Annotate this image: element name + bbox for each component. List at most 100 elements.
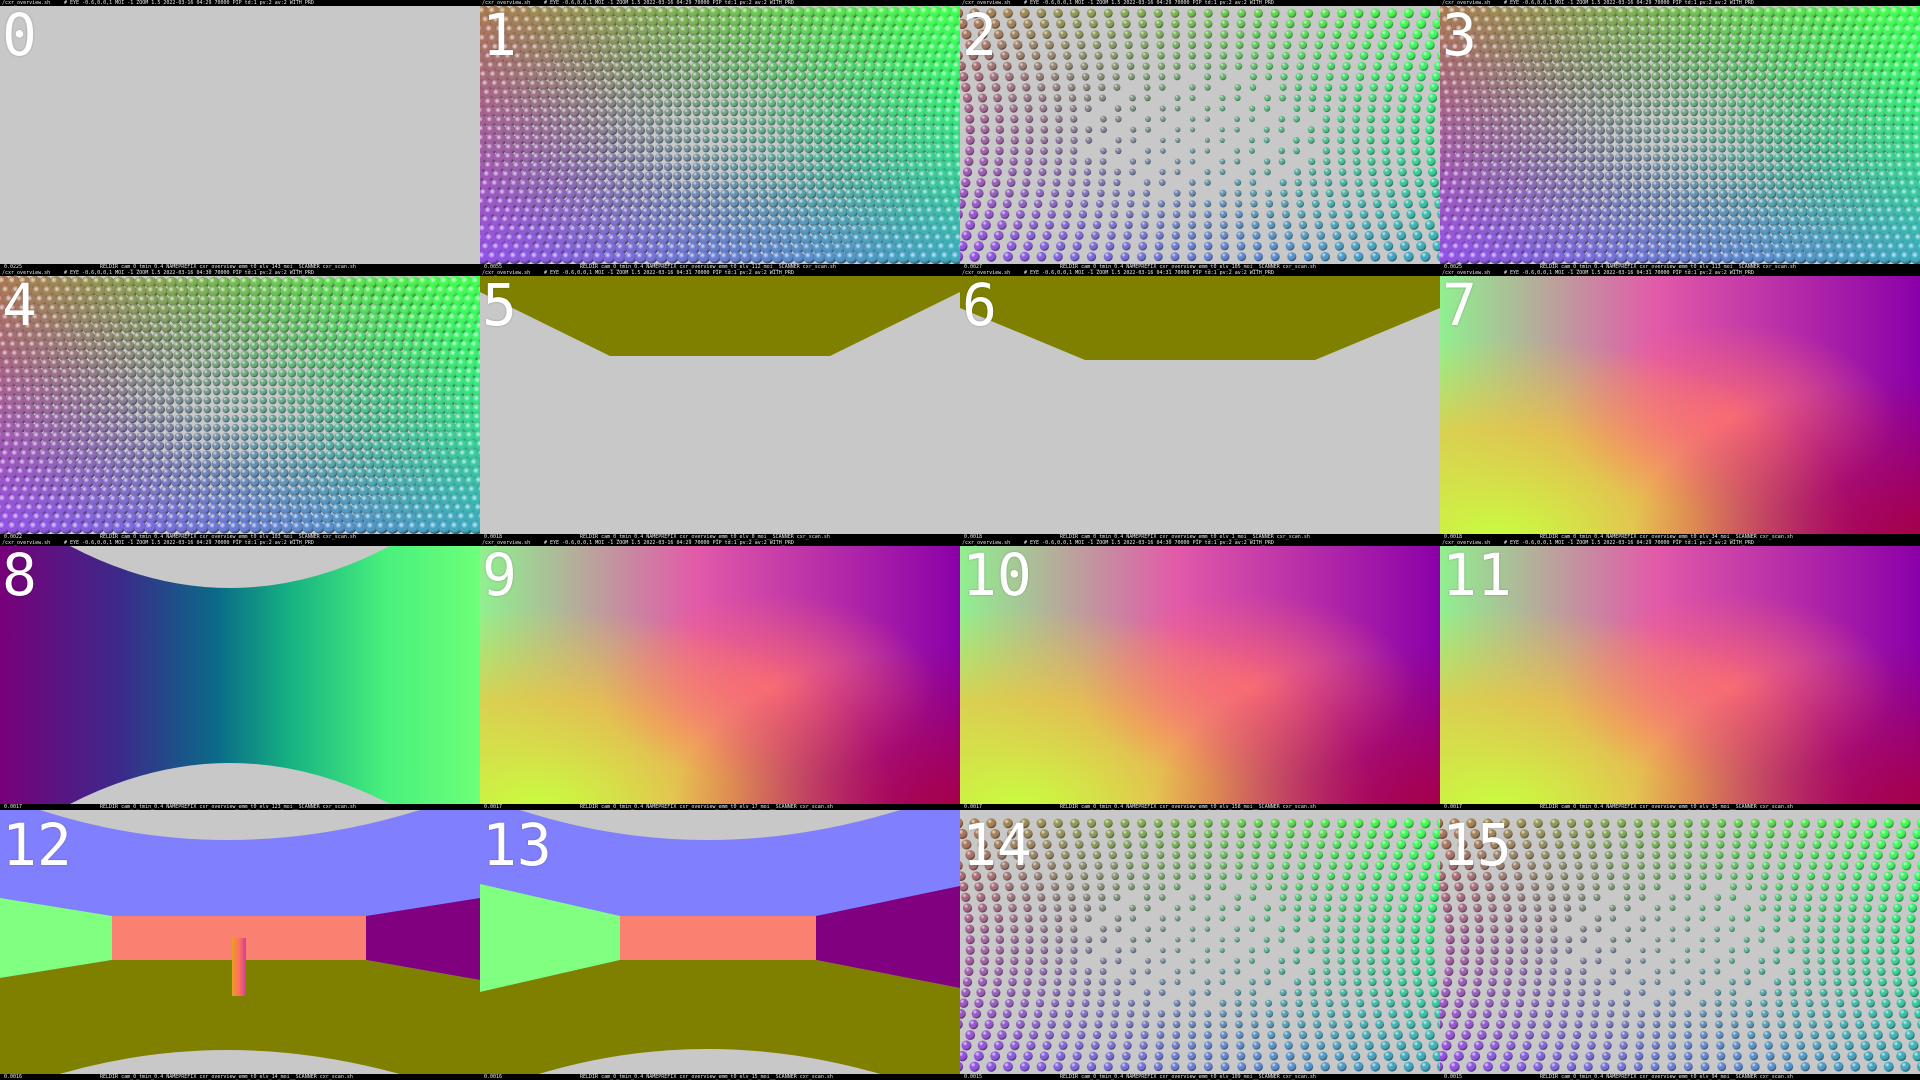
left-wall [480,884,620,992]
panel-render [1440,0,1920,270]
timing-value: 0.0016 [484,1074,503,1080]
reldir-info: RELDIR cam_0_tmin_0.4 NAMEPREFIX cxr_ove… [580,804,833,810]
floor [480,960,960,1080]
panel-render [0,0,480,270]
reldir-info: RELDIR cam_0_tmin_0.4 NAMEPREFIX cxr_ove… [1060,804,1316,810]
panel-status-bar: 0.0027 RELDIR cam_0_tmin_0.4 NAMEPREFIX c… [960,264,1440,270]
render-params: # EYE -0.6,0,0,1 MOI -1 ZOOM 1.5 2022-03… [1504,270,1754,276]
timing-value: 0.0018 [484,534,503,540]
render-panel-4[interactable]: /cxr_overview.sh # EYE -0.6,0,0,1 MOI -1 … [0,270,480,540]
timing-value: 0.0055 [484,264,503,270]
timing-value: 0.0017 [4,804,23,810]
reldir-info: RELDIR cam_0_tmin_0.4 NAMEPREFIX cxr_ove… [1060,264,1316,270]
panel-number: 8 [2,541,37,609]
timing-value: 0.0017 [1444,804,1463,810]
sphere-field [480,5,960,265]
render-panel-3[interactable]: /cxr_overview.sh # EYE -0.6,0,0,1 MOI -1 … [1440,0,1920,270]
timing-value: 0.0015 [1444,1074,1463,1080]
render-panel-8[interactable]: /cxr_overview.sh # EYE -0.6,0,0,1 MOI -1 … [0,540,480,810]
panel-header-bar: /cxr_overview.sh # EYE -0.6,0,0,1 MOI -1 … [0,0,480,6]
panel-number: 5 [482,271,517,339]
script-name: /cxr_overview.sh [2,270,51,276]
render-params: # EYE -0.6,0,0,1 MOI -1 ZOOM 1.5 2022-03… [1024,0,1274,6]
reldir-info: RELDIR cam_0_tmin_0.4 NAMEPREFIX cxr_ove… [1540,1074,1793,1080]
script-name: /cxr_overview.sh [1442,270,1491,276]
render-panel-5[interactable]: /cxr_overview.sh # EYE -0.6,0,0,1 MOI -1 … [480,270,960,540]
render-panel-15[interactable]: 0.0015 RELDIR cam_0_tmin_0.4 NAMEPREFIX c… [1440,810,1920,1080]
panel-header-bar: /cxr_overview.sh # EYE -0.6,0,0,1 MOI -1 … [480,270,960,276]
render-panel-7[interactable]: /cxr_overview.sh # EYE -0.6,0,0,1 MOI -1 … [1440,270,1920,540]
render-panel-1[interactable]: /cxr_overview.sh # EYE -0.6,0,0,1 MOI -1 … [480,0,960,270]
timing-value: 0.0025 [1444,264,1463,270]
script-name: /cxr_overview.sh [482,0,531,6]
panel-render [480,270,960,540]
panel-number: 11 [1442,541,1512,609]
panel-status-bar: 0.0022 RELDIR cam_0_tmin_0.4 NAMEPREFIX c… [0,534,480,540]
panel-header-bar: /cxr_overview.sh # EYE -0.6,0,0,1 MOI -1 … [960,0,1440,6]
render-panel-11[interactable]: /cxr_overview.sh # EYE -0.6,0,0,1 MOI -1 … [1440,540,1920,810]
script-name: /cxr_overview.sh [962,0,1011,6]
pillar [232,938,246,996]
panel-number: 4 [2,271,37,339]
reldir-info: RELDIR cam_0_tmin_0.4 NAMEPREFIX cxr_ove… [1540,534,1793,540]
reldir-info: RELDIR cam_0_tmin_0.4 NAMEPREFIX cxr_ove… [580,1074,833,1080]
panel-number: 10 [962,541,1032,609]
panel-status-bar: 0.0017 RELDIR cam_0_tmin_0.4 NAMEPREFIX c… [480,804,960,810]
reldir-info: RELDIR cam_0_tmin_0.4 NAMEPREFIX cxr_ove… [1540,804,1793,810]
panel-number: 3 [1442,1,1477,69]
panel-render [0,810,480,1080]
timing-value: 0.0018 [964,534,983,540]
timing-value: 0.0027 [964,264,983,270]
panel-number: 13 [482,811,552,879]
panel-header-bar: /cxr_overview.sh # EYE -0.6,0,0,1 MOI -1 … [480,540,960,546]
panel-status-bar: 0.0015 RELDIR cam_0_tmin_0.4 NAMEPREFIX c… [960,1074,1440,1080]
panel-number: 12 [2,811,72,879]
panel-number: 6 [962,271,997,339]
render-panel-12[interactable]: 0.0016 RELDIR cam_0_tmin_0.4 NAMEPREFIX c… [0,810,480,1080]
script-name: /cxr_overview.sh [1442,540,1491,546]
panel-header-bar: /cxr_overview.sh # EYE -0.6,0,0,1 MOI -1 … [1440,270,1920,276]
hourglass-fill [0,546,480,804]
render-panel-6[interactable]: /cxr_overview.sh # EYE -0.6,0,0,1 MOI -1 … [960,270,1440,540]
right-wall [816,886,960,988]
timing-value: 0.0018 [1444,534,1463,540]
sphere-field [960,818,1440,1072]
panel-status-bar: 0.0018 RELDIR cam_0_tmin_0.4 NAMEPREFIX c… [960,534,1440,540]
render-panel-2[interactable]: /cxr_overview.sh # EYE -0.6,0,0,1 MOI -1 … [960,0,1440,270]
script-name: /cxr_overview.sh [1442,0,1491,6]
reldir-info: RELDIR cam_0_tmin_0.4 NAMEPREFIX cxr_ove… [580,264,836,270]
panel-status-bar: 0.0017 RELDIR cam_0_tmin_0.4 NAMEPREFIX c… [960,804,1440,810]
olive-trapezoid [480,276,960,356]
timing-value: 0.0022 [4,534,23,540]
panel-status-bar: 0.0225 RELDIR cam_0_tmin_0.4 NAMEPREFIX c… [0,264,480,270]
render-params: # EYE -0.6,0,0,1 MOI -1 ZOOM 1.5 2022-03… [544,270,794,276]
render-params: # EYE -0.6,0,0,1 MOI -1 ZOOM 1.5 2022-03… [1024,270,1274,276]
timing-value: 0.0016 [4,1074,23,1080]
left-wall [0,898,112,978]
render-panel-14[interactable]: 0.0015 RELDIR cam_0_tmin_0.4 NAMEPREFIX c… [960,810,1440,1080]
panel-status-bar: 0.0018 RELDIR cam_0_tmin_0.4 NAMEPREFIX c… [480,534,960,540]
script-name: /cxr_overview.sh [2,0,51,6]
panel-render [960,0,1440,270]
panel-status-bar: 0.0016 RELDIR cam_0_tmin_0.4 NAMEPREFIX c… [0,1074,480,1080]
panel-number: 7 [1442,271,1477,339]
reldir-info: RELDIR cam_0_tmin_0.4 NAMEPREFIX cxr_ove… [580,534,830,540]
render-panel-0[interactable]: /cxr_overview.sh # EYE -0.6,0,0,1 MOI -1 … [0,0,480,270]
render-panel-9[interactable]: /cxr_overview.sh # EYE -0.6,0,0,1 MOI -1 … [480,540,960,810]
reldir-info: RELDIR cam_0_tmin_0.4 NAMEPREFIX cxr_ove… [100,804,356,810]
panel-number: 2 [962,1,997,69]
panel-header-bar: /cxr_overview.sh # EYE -0.6,0,0,1 MOI -1 … [960,270,1440,276]
timing-value: 0.0017 [484,804,503,810]
render-params: # EYE -0.6,0,0,1 MOI -1 ZOOM 1.5 2022-03… [1024,540,1274,546]
script-name: /cxr_overview.sh [962,270,1011,276]
render-panel-10[interactable]: /cxr_overview.sh # EYE -0.6,0,0,1 MOI -1 … [960,540,1440,810]
timing-value: 0.0225 [4,264,23,270]
panel-number: 9 [482,541,517,609]
panel-status-bar: 0.0018 RELDIR cam_0_tmin_0.4 NAMEPREFIX c… [1440,534,1920,540]
panel-render [960,810,1440,1080]
script-name: /cxr_overview.sh [482,270,531,276]
panel-header-bar: /cxr_overview.sh # EYE -0.6,0,0,1 MOI -1 … [0,540,480,546]
render-panel-13[interactable]: 0.0016 RELDIR cam_0_tmin_0.4 NAMEPREFIX c… [480,810,960,1080]
panel-number: 14 [962,811,1032,879]
